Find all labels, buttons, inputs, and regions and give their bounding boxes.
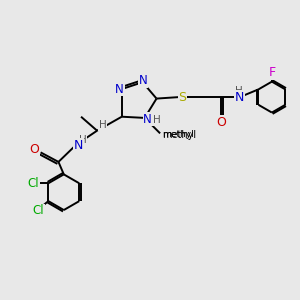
- Text: methyl: methyl: [163, 130, 197, 140]
- Text: methyl: methyl: [162, 130, 194, 139]
- Text: N: N: [115, 82, 124, 96]
- Text: N: N: [235, 91, 244, 103]
- Text: H: H: [79, 135, 87, 145]
- Text: O: O: [29, 143, 39, 156]
- Text: N: N: [74, 139, 83, 152]
- Text: H: H: [235, 85, 243, 96]
- Text: S: S: [178, 91, 186, 103]
- Text: H: H: [99, 120, 106, 130]
- Text: Cl: Cl: [32, 204, 44, 217]
- Text: N: N: [139, 74, 148, 87]
- Text: O: O: [216, 116, 226, 129]
- Text: N: N: [143, 113, 152, 126]
- Text: Cl: Cl: [28, 177, 39, 190]
- Text: F: F: [268, 66, 275, 79]
- Text: H: H: [153, 115, 161, 125]
